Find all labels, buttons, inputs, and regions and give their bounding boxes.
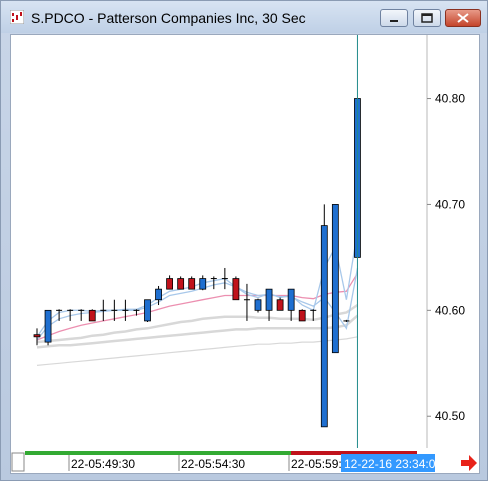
candle-body [331, 204, 339, 354]
candle[interactable] [44, 309, 52, 346]
candle[interactable] [221, 267, 228, 290]
candle[interactable] [276, 297, 284, 311]
candle-body [276, 299, 284, 311]
maximize-button[interactable] [413, 9, 441, 27]
chart-app-icon [10, 10, 24, 24]
price-tick-label: 40.80 [435, 92, 465, 106]
candle-body [232, 278, 240, 301]
candle[interactable] [243, 283, 250, 321]
cursor-time-label-bg [341, 454, 435, 472]
candle[interactable] [320, 204, 328, 428]
candle[interactable] [287, 288, 295, 321]
price-axis-labels: 40.80 40.70 40.60 40.50 [427, 92, 465, 423]
time-tick-label: 22-05:49:30 [71, 457, 135, 471]
time-scroll-track[interactable] [25, 451, 417, 455]
candle[interactable] [298, 309, 306, 322]
candle-body [33, 334, 41, 338]
candle-body [44, 309, 52, 343]
candle[interactable] [188, 276, 196, 290]
candle[interactable] [88, 309, 96, 322]
candle-body [287, 288, 295, 311]
candle-body [166, 278, 174, 290]
close-button[interactable] [445, 9, 481, 27]
time-scroll-recent-segment [291, 451, 417, 455]
candle[interactable] [111, 299, 118, 321]
close-icon [457, 13, 469, 23]
candle-body [155, 288, 162, 301]
chart-svg[interactable]: 40.80 40.70 40.60 40.50 22-05:49:30 22-05:54… [11, 35, 480, 474]
time-tick-label: 22-05:59: [291, 457, 342, 471]
candle[interactable] [166, 275, 174, 290]
title-bar[interactable]: S.PDCO - Patterson Companies Inc, 30 Sec [1, 1, 487, 33]
candle[interactable] [254, 298, 262, 313]
candle[interactable] [343, 319, 350, 322]
candle[interactable] [122, 299, 129, 321]
scroll-right-arrow-icon[interactable] [461, 455, 477, 471]
chart-area[interactable]: 40.80 40.70 40.60 40.50 22-05:49:30 22-05:54… [10, 34, 480, 474]
candle[interactable] [78, 309, 85, 321]
price-tick-label: 40.70 [435, 197, 465, 211]
candle[interactable] [56, 309, 63, 321]
moving-averages [36, 230, 359, 366]
ma-line-mid [36, 314, 359, 349]
candle[interactable] [265, 288, 273, 321]
time-axis-labels: 22-05:49:30 22-05:54:30 22-05:59: [68, 455, 342, 471]
candle-body [265, 288, 273, 311]
candle[interactable] [177, 276, 185, 290]
candle-body [144, 299, 151, 322]
time-tick-label: 22-05:54:30 [181, 457, 245, 471]
minimize-button[interactable] [380, 9, 408, 27]
ma-line-slow [36, 336, 358, 366]
minimize-icon [390, 20, 398, 22]
time-scroll-handle[interactable] [11, 452, 25, 472]
candle[interactable] [67, 309, 74, 321]
candle-body [88, 309, 96, 322]
candle-body [199, 278, 207, 290]
price-tick-label: 40.60 [435, 303, 465, 317]
candle-body [254, 299, 262, 311]
candle-body [177, 278, 185, 290]
candle[interactable] [155, 285, 162, 306]
candle[interactable] [210, 276, 217, 290]
ma-line-pink [36, 272, 359, 341]
candle[interactable] [199, 275, 207, 291]
candle[interactable] [33, 328, 41, 346]
candle-body [320, 225, 328, 428]
candle[interactable] [100, 299, 107, 321]
candle[interactable] [331, 204, 339, 354]
candle[interactable] [133, 309, 140, 316]
plot-background [11, 35, 427, 448]
candle[interactable] [232, 276, 240, 301]
candle-body [188, 278, 196, 290]
window-title: S.PDCO - Patterson Companies Inc, 30 Sec [31, 10, 306, 26]
cursor-time-label: 12-22-16 23:34:00 [344, 457, 442, 471]
maximize-icon [421, 13, 433, 23]
candle[interactable] [310, 309, 317, 321]
price-tick-label: 40.50 [435, 409, 465, 423]
candle-body [298, 309, 306, 322]
candle[interactable] [144, 299, 151, 322]
